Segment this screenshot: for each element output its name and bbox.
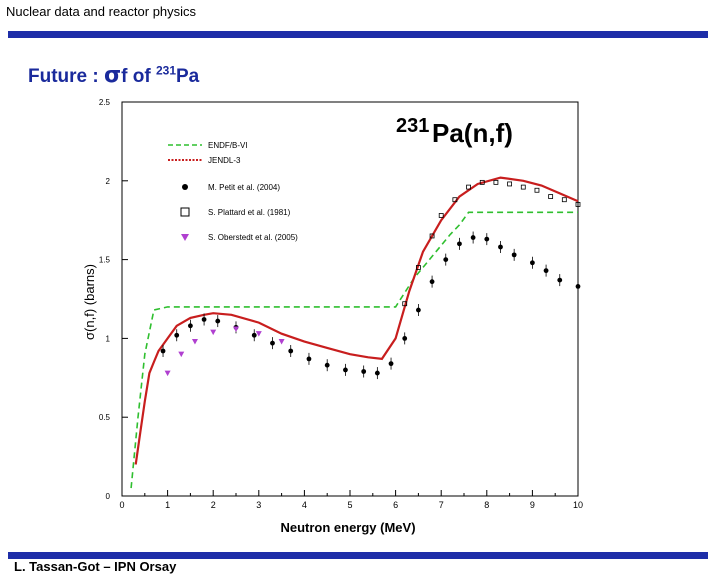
plot-frame bbox=[121, 101, 579, 497]
oberstedt-point bbox=[233, 326, 239, 332]
sigma-symbol: σ bbox=[104, 63, 122, 88]
chart-svg: 0 1 2 3 4 5 6 7 8 9 10 0 0.5 1 1.5 2 2.5 ENDF/B-VI JENDL-… bbox=[82, 98, 583, 535]
legend-label: M. Petit et al. (2004) bbox=[208, 183, 280, 192]
plattard-point bbox=[561, 197, 567, 203]
y-tick-label: 0.5 bbox=[99, 413, 111, 422]
legend-plattard-swatch bbox=[180, 207, 190, 217]
chart-title-reaction: Pa(n,f) bbox=[432, 118, 513, 148]
petit-point bbox=[498, 244, 503, 250]
endf-line bbox=[130, 211, 578, 489]
oberstedt-point bbox=[278, 339, 285, 345]
title-element: Pa bbox=[176, 66, 200, 87]
petit-point bbox=[324, 362, 330, 368]
petit-point bbox=[361, 369, 367, 374]
oberstedt-point bbox=[255, 331, 262, 337]
petit-point bbox=[470, 235, 476, 240]
slide-title: Future : σf of 231Pa bbox=[28, 63, 199, 88]
petit-point bbox=[174, 332, 180, 338]
y-axis-label: σ(n,f) (barns) bbox=[82, 264, 97, 340]
petit-point bbox=[201, 317, 207, 322]
legend-label: JENDL-3 bbox=[208, 156, 241, 165]
petit-point bbox=[575, 283, 581, 289]
plattard-point bbox=[507, 181, 513, 187]
plattard-point bbox=[520, 184, 526, 190]
header-divider bbox=[8, 31, 708, 38]
footer-divider bbox=[8, 552, 708, 559]
legend-petit-swatch bbox=[182, 184, 188, 190]
petit-point bbox=[374, 370, 380, 376]
petit-point bbox=[270, 340, 275, 346]
plattard-point bbox=[415, 265, 421, 270]
y-tick-label: 2.5 bbox=[99, 98, 111, 107]
title-of: of bbox=[132, 66, 151, 87]
legend-label: S. Plattard et al. (1981) bbox=[208, 208, 291, 217]
x-tick-label: 4 bbox=[302, 500, 307, 510]
petit-point bbox=[443, 257, 449, 262]
petit-point bbox=[511, 252, 517, 258]
x-tick-label: 10 bbox=[573, 500, 583, 510]
petit-point bbox=[484, 236, 490, 242]
petit-point bbox=[557, 277, 563, 283]
series-layer bbox=[130, 176, 581, 489]
legend-oberstedt-swatch bbox=[181, 234, 189, 241]
legend-label: ENDF/B-VI bbox=[208, 141, 248, 150]
plattard-point bbox=[466, 184, 471, 190]
title-f: f bbox=[121, 66, 128, 87]
legend: ENDF/B-VI JENDL-3 M. Petit et al. (2004) S.… bbox=[168, 141, 298, 242]
petit-point bbox=[343, 367, 348, 373]
chart-title-mass: 231 bbox=[396, 115, 429, 137]
petit-point bbox=[530, 260, 535, 266]
title-mass-number: 231 bbox=[155, 63, 176, 78]
plattard-point bbox=[429, 233, 435, 239]
petit-point bbox=[457, 241, 462, 247]
petit-point bbox=[429, 279, 435, 285]
plattard-point bbox=[438, 213, 444, 218]
tick-layer: 0 1 2 3 4 5 6 7 8 9 10 0 0.5 1 1.5 2 2.5 bbox=[99, 98, 583, 510]
x-tick-label: 5 bbox=[347, 500, 352, 510]
cross-section-chart: 0 1 2 3 4 5 6 7 8 9 10 0 0.5 1 1.5 2 2.5 ENDF/B-VI JENDL-… bbox=[78, 94, 598, 542]
x-axis-label: Neutron energy (MeV) bbox=[280, 520, 415, 535]
x-tick-label: 2 bbox=[211, 500, 216, 510]
petit-point bbox=[402, 336, 408, 341]
petit-point bbox=[215, 318, 221, 324]
x-tick-label: 6 bbox=[393, 500, 398, 510]
petit-point bbox=[288, 348, 294, 354]
petit-point bbox=[306, 356, 312, 362]
jendl-line bbox=[134, 176, 579, 465]
header-title: Nuclear data and reactor physics bbox=[6, 4, 197, 19]
x-tick-label: 7 bbox=[439, 500, 444, 510]
oberstedt-point bbox=[191, 339, 198, 345]
x-tick-label: 1 bbox=[165, 500, 170, 510]
footer-author: L. Tassan-Got – IPN Orsay bbox=[14, 559, 177, 574]
petit-point bbox=[188, 323, 193, 329]
title-prefix: Future : bbox=[28, 66, 104, 87]
plattard-point bbox=[479, 179, 485, 185]
plattard-point bbox=[402, 301, 408, 307]
x-tick-label: 0 bbox=[119, 500, 124, 510]
petit-point bbox=[388, 361, 394, 367]
petit-point bbox=[251, 332, 257, 338]
petit-point bbox=[543, 268, 549, 274]
oberstedt-point bbox=[178, 351, 185, 358]
x-tick-label: 8 bbox=[484, 500, 489, 510]
y-tick-label: 1.5 bbox=[99, 256, 111, 265]
petit-point bbox=[160, 348, 166, 354]
y-tick-label: 0 bbox=[106, 492, 111, 501]
x-tick-label: 3 bbox=[256, 500, 261, 510]
y-tick-label: 1 bbox=[106, 334, 111, 343]
oberstedt-point bbox=[164, 370, 171, 377]
y-tick-label: 2 bbox=[106, 177, 111, 186]
plattard-point bbox=[575, 202, 581, 207]
plattard-point bbox=[452, 197, 458, 203]
x-tick-label: 9 bbox=[530, 500, 535, 510]
petit-point bbox=[416, 307, 421, 313]
plattard-point bbox=[548, 194, 554, 199]
legend-label: S. Oberstedt et al. (2005) bbox=[208, 233, 298, 242]
plattard-point bbox=[493, 179, 499, 185]
plattard-point bbox=[534, 187, 540, 193]
oberstedt-point bbox=[210, 329, 217, 336]
plot-border bbox=[121, 101, 579, 497]
